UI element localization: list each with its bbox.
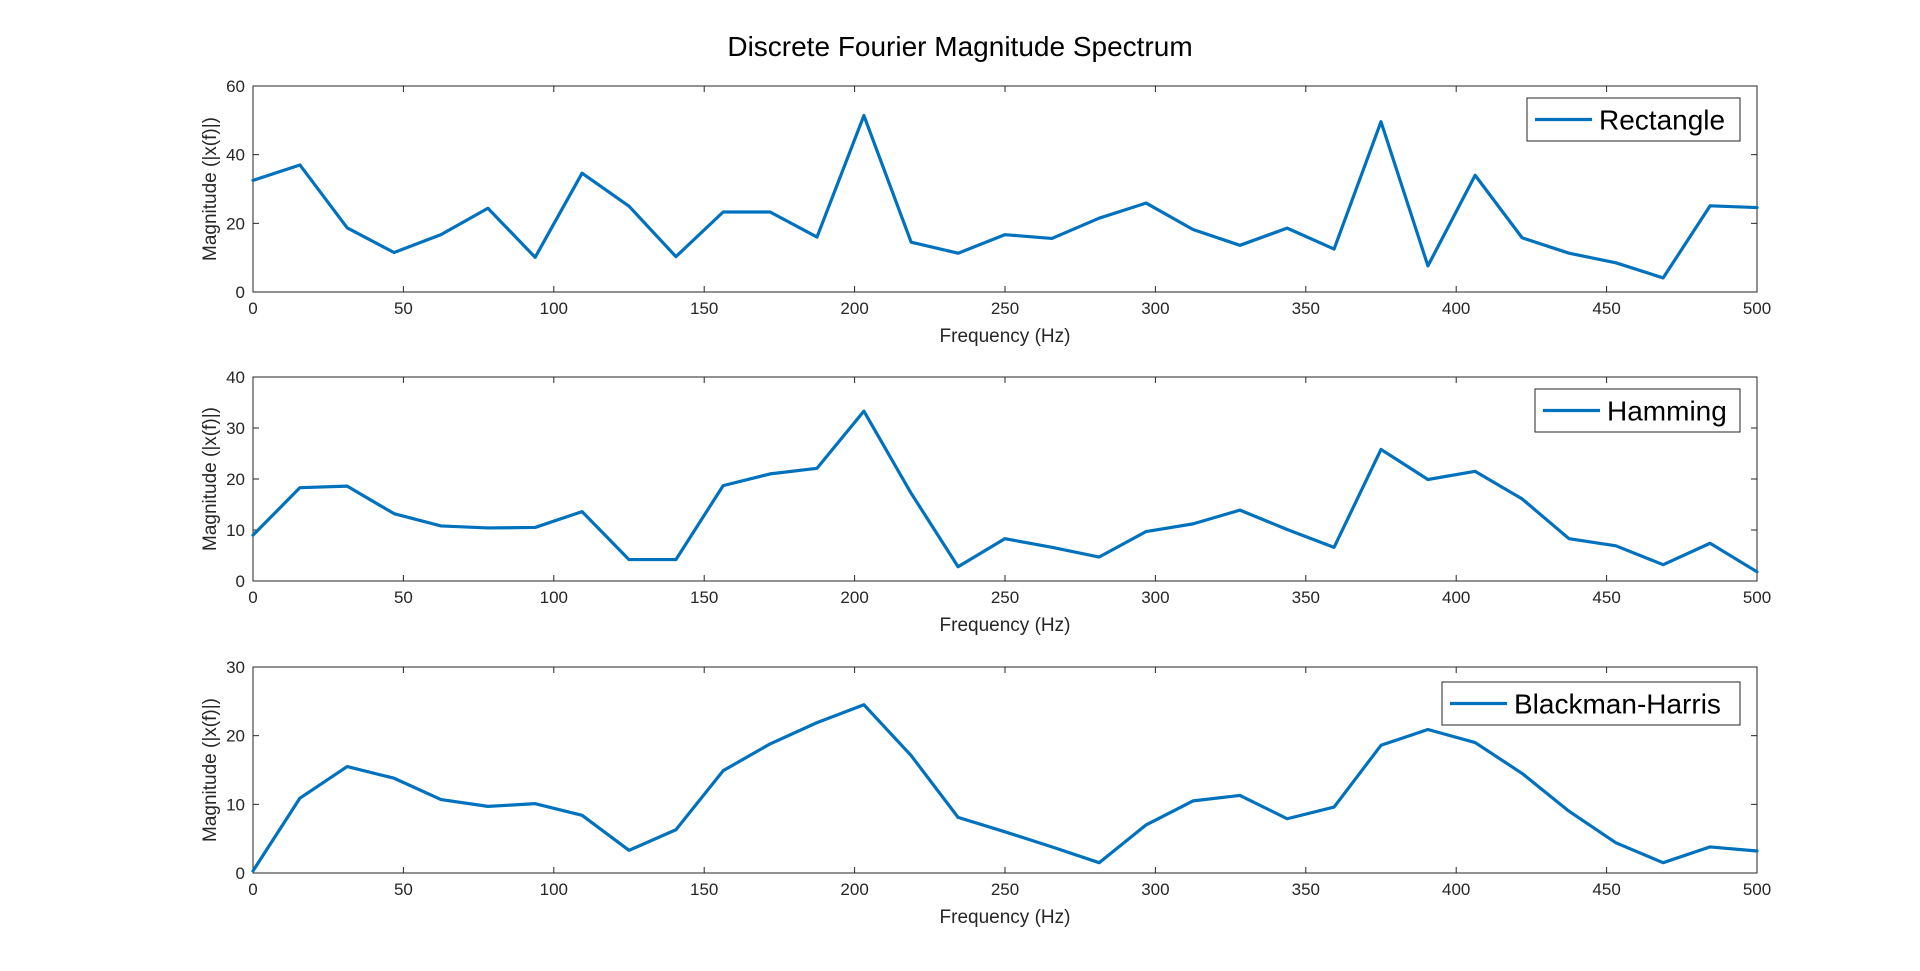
y-tick-label: 0 <box>236 572 245 591</box>
x-tick-label: 500 <box>1743 880 1771 899</box>
x-tick-label: 0 <box>248 588 257 607</box>
x-tick-label: 200 <box>840 299 868 318</box>
x-tick-label: 350 <box>1292 880 1320 899</box>
x-tick-label: 500 <box>1743 299 1771 318</box>
y-tick-label: 10 <box>226 521 245 540</box>
y-axis-label: Magnitude (|x(f)|) <box>200 698 221 842</box>
y-tick-label: 0 <box>236 864 245 883</box>
y-tick-label: 20 <box>226 470 245 489</box>
x-tick-label: 150 <box>690 588 718 607</box>
x-tick-label: 250 <box>991 588 1019 607</box>
x-tick-label: 400 <box>1442 880 1470 899</box>
x-axis-label: Frequency (Hz) <box>940 907 1071 928</box>
x-tick-label: 150 <box>690 880 718 899</box>
legend-label: Rectangle <box>1599 105 1725 136</box>
subplot-2: 0 50 100 150 200 250 300 350 400 450 500 0 10 20 30 40 F… <box>200 368 1771 636</box>
figure-title: Discrete Fourier Magnitude Spectrum <box>727 31 1192 62</box>
x-tick-label: 300 <box>1141 588 1169 607</box>
legend-label: Hamming <box>1607 396 1727 427</box>
x-tick-label: 150 <box>690 299 718 318</box>
subplots: 0 50 100 150 200 250 300 350 400 450 5000204060Fre… <box>200 77 1771 928</box>
x-tick-label: 400 <box>1442 588 1470 607</box>
y-tick-label: 30 <box>226 658 245 677</box>
y-tick-label: 20 <box>226 214 245 233</box>
x-tick-label: 100 <box>540 880 568 899</box>
subplot-3: 0 50 100 150 200 250 300 350 400 450 500 0 10 20 30 Fre… <box>200 658 1771 928</box>
x-tick-label: 0 <box>248 299 257 318</box>
x-tick-label: 200 <box>840 880 868 899</box>
x-tick-label: 250 <box>991 880 1019 899</box>
y-tick-label: 30 <box>226 419 245 438</box>
x-tick-label: 500 <box>1743 588 1771 607</box>
x-axis-label: Frequency (Hz) <box>940 326 1071 347</box>
y-tick-label: 10 <box>226 795 245 814</box>
x-tick-label: 450 <box>1592 880 1620 899</box>
subplot-1: 0 50 100 150 200 250 300 350 400 450 500 0 20 40 60 Fre… <box>200 77 1771 347</box>
y-tick-label: 40 <box>226 368 245 387</box>
x-tick-label: 400 <box>1442 299 1470 318</box>
x-tick-label: 50 <box>394 588 413 607</box>
series-line-hamming <box>251 409 1759 574</box>
x-tick-label: 0 <box>248 880 257 899</box>
y-tick-label: 40 <box>226 146 245 165</box>
x-tick-label: 450 <box>1592 588 1620 607</box>
x-tick-label: 300 <box>1141 299 1169 318</box>
axes-box <box>252 376 1758 582</box>
x-axis-label: Frequency (Hz) <box>940 615 1071 636</box>
series-line-rectangle <box>251 113 1759 280</box>
x-tick-label: 100 <box>540 588 568 607</box>
legend: Hamming <box>1534 388 1741 433</box>
x-tick-label: 350 <box>1292 588 1320 607</box>
x-tick-label: 450 <box>1592 299 1620 318</box>
legend-label: Blackman-Harris <box>1514 689 1721 720</box>
legend: Rectangle <box>1526 97 1741 142</box>
axes-box <box>252 666 1758 874</box>
x-tick-label: 250 <box>991 299 1019 318</box>
x-tick-label: 300 <box>1141 880 1169 899</box>
y-tick-label: 20 <box>226 727 245 746</box>
axes-box <box>252 85 1758 293</box>
legend: Blackman-Harris <box>1441 681 1741 726</box>
x-tick-label: 100 <box>540 299 568 318</box>
y-tick-label: 0 <box>236 283 245 302</box>
x-tick-label: 200 <box>840 588 868 607</box>
x-tick-label: 50 <box>394 299 413 318</box>
y-axis-label: Magnitude (|x(f)|) <box>200 117 221 261</box>
y-axis-label: Magnitude (|x(f)|) <box>200 407 221 551</box>
x-tick-label: 50 <box>394 880 413 899</box>
x-tick-label: 350 <box>1292 299 1320 318</box>
y-tick-label: 60 <box>226 77 245 96</box>
series-line-blackman-harris <box>251 703 1759 873</box>
